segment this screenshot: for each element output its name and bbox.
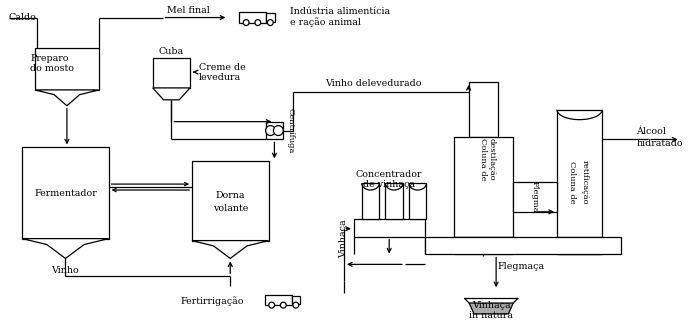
Bar xyxy=(265,295,292,305)
Bar xyxy=(292,296,300,304)
Bar xyxy=(454,137,513,237)
Polygon shape xyxy=(22,239,109,259)
Bar xyxy=(468,82,498,137)
Bar xyxy=(354,219,425,237)
Text: de vinhaça: de vinhaça xyxy=(363,180,415,189)
Bar xyxy=(35,48,99,90)
Text: Coluna de: Coluna de xyxy=(568,161,576,204)
Text: hidratado: hidratado xyxy=(636,139,683,148)
Text: in natura: in natura xyxy=(469,311,513,320)
Text: levedura: levedura xyxy=(199,72,241,81)
Polygon shape xyxy=(152,88,190,100)
Circle shape xyxy=(281,302,286,308)
Bar xyxy=(385,183,403,219)
Text: Coluna de: Coluna de xyxy=(480,138,487,181)
Bar xyxy=(425,237,621,254)
Bar xyxy=(454,237,513,254)
Bar xyxy=(557,237,602,254)
Bar xyxy=(240,13,266,23)
Circle shape xyxy=(269,302,274,308)
Bar xyxy=(513,182,557,212)
Text: Vinhaça: Vinhaça xyxy=(472,300,511,309)
Text: destilação: destilação xyxy=(487,138,495,181)
Text: Fertirrigação: Fertirrigação xyxy=(180,296,244,306)
Bar xyxy=(152,58,190,88)
Bar xyxy=(362,183,379,219)
Circle shape xyxy=(243,20,249,25)
Text: retificação: retificação xyxy=(581,160,588,204)
Bar xyxy=(192,161,268,241)
Text: Vinhaça: Vinhaça xyxy=(340,219,349,258)
Bar xyxy=(409,183,426,219)
Text: Flegmaça: Flegmaça xyxy=(497,262,544,271)
Circle shape xyxy=(255,20,261,25)
Circle shape xyxy=(274,126,283,136)
Bar xyxy=(266,13,274,22)
Text: Álcool: Álcool xyxy=(636,127,667,136)
Polygon shape xyxy=(192,241,268,259)
Text: Concentrador: Concentrador xyxy=(356,170,423,179)
Text: Preparo: Preparo xyxy=(30,54,69,63)
Polygon shape xyxy=(35,90,99,106)
Text: Dorna: Dorna xyxy=(216,192,245,201)
Bar xyxy=(557,110,602,254)
Circle shape xyxy=(293,302,299,308)
Circle shape xyxy=(265,126,275,136)
Text: do mosto: do mosto xyxy=(30,64,74,72)
Text: volante: volante xyxy=(213,204,248,213)
Text: Vinho: Vinho xyxy=(51,266,79,275)
Text: Creme de: Creme de xyxy=(199,62,245,71)
Circle shape xyxy=(267,20,273,25)
Text: Caldo: Caldo xyxy=(8,13,37,22)
Polygon shape xyxy=(469,303,514,314)
Text: Centrífuga: Centrífuga xyxy=(286,108,294,153)
Text: Mel final: Mel final xyxy=(168,6,211,15)
Text: e ração animal: e ração animal xyxy=(290,18,361,27)
Text: Vinho delevedurado: Vinho delevedurado xyxy=(325,80,422,89)
Bar xyxy=(265,122,283,139)
Bar xyxy=(22,147,109,239)
Text: Flegma: Flegma xyxy=(531,181,539,213)
Text: Indústria alimentícia: Indústria alimentícia xyxy=(290,7,390,16)
Text: Cuba: Cuba xyxy=(159,47,184,56)
Text: Fermentador: Fermentador xyxy=(34,188,97,197)
